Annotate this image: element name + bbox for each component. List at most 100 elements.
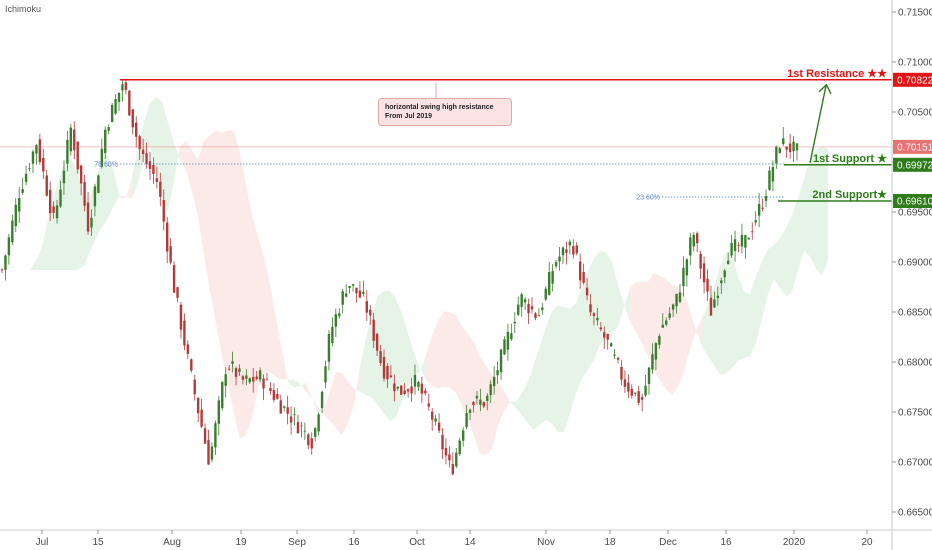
cloud-segment xyxy=(390,290,396,422)
candle-body xyxy=(616,357,620,360)
cloud-segment xyxy=(690,311,696,349)
time-tick-label: Dec xyxy=(659,537,677,548)
candle-body xyxy=(530,306,534,310)
resistance-price-tag-text: 0.70822 xyxy=(897,75,932,86)
cloud-segment xyxy=(246,185,252,436)
candle-body xyxy=(778,148,781,153)
time-tick-label: 18 xyxy=(604,537,616,548)
candle-body xyxy=(441,434,444,450)
cloud-segment xyxy=(258,236,264,388)
candle-body xyxy=(637,391,640,403)
candle-body xyxy=(31,151,35,164)
cloud-segment xyxy=(78,171,84,270)
candle-body xyxy=(744,235,747,248)
cloud-segment xyxy=(162,101,168,212)
cloud-segment xyxy=(324,390,330,422)
candle-body xyxy=(430,411,434,420)
candle-body xyxy=(561,247,565,256)
candle-body xyxy=(513,321,516,324)
fib-786-label: 78.60% xyxy=(94,162,118,169)
candle-body xyxy=(444,448,448,456)
candle-body xyxy=(678,292,682,302)
candle-body xyxy=(224,374,227,386)
candle-body xyxy=(293,414,296,416)
candle-body xyxy=(79,165,83,184)
candle-body xyxy=(35,145,38,154)
candle-body xyxy=(527,303,530,314)
candle-body xyxy=(104,129,107,154)
cloud-segment xyxy=(60,158,66,270)
cloud-segment xyxy=(198,140,204,255)
candle-body xyxy=(358,290,362,298)
price-tick-label: 0.70500 xyxy=(898,108,932,119)
candle-body xyxy=(544,288,547,300)
candle-body xyxy=(296,422,300,434)
candle-body xyxy=(207,440,210,465)
candle-body xyxy=(214,423,217,448)
candle-body xyxy=(589,304,592,313)
candle-body xyxy=(603,332,606,338)
candle-body xyxy=(558,256,561,262)
candle-body xyxy=(651,354,654,370)
candle-body xyxy=(609,343,613,347)
support-2-price-tag-text: 0.69610 xyxy=(897,197,932,208)
cloud-segment xyxy=(444,311,450,388)
candle-body xyxy=(706,278,709,292)
candle-body xyxy=(523,299,527,303)
candle-body xyxy=(644,385,647,396)
support-1-price-tag-text: 0.69972 xyxy=(897,160,932,171)
cloud-segment xyxy=(276,317,282,380)
cloud-segment xyxy=(654,272,660,381)
candle-body xyxy=(382,356,386,379)
cloud-segment xyxy=(408,332,414,386)
candle-body xyxy=(159,181,162,197)
candle-body xyxy=(186,344,190,354)
candle-body xyxy=(654,343,658,360)
candle-body xyxy=(400,385,403,395)
cloud-segment xyxy=(600,250,606,345)
candle-body xyxy=(172,265,176,293)
cloud-segment xyxy=(330,372,336,429)
price-tick-label: 0.71000 xyxy=(898,58,932,69)
cloud-segment xyxy=(606,253,612,339)
candle-body xyxy=(713,299,716,308)
candle-body xyxy=(675,293,678,307)
projection-arrow-shaft xyxy=(809,85,827,163)
time-tick-label: Sep xyxy=(288,537,306,548)
candle-body xyxy=(334,314,338,327)
cloud-segment xyxy=(138,121,144,183)
candle-body xyxy=(279,400,282,414)
candle-body xyxy=(14,204,17,227)
candle-body xyxy=(289,416,293,423)
candle-body xyxy=(465,413,468,428)
candle-body xyxy=(227,368,231,370)
fib-236-label: 23.60% xyxy=(636,195,660,202)
candle-body xyxy=(775,146,778,164)
candle-body xyxy=(320,391,324,409)
candle-body xyxy=(757,204,761,216)
support-2-label: 2nd Support★ xyxy=(812,189,887,201)
candle-body xyxy=(754,220,757,223)
candle-body xyxy=(114,99,117,114)
cloud-segment xyxy=(180,140,186,171)
candle-body xyxy=(62,170,66,184)
candle-body xyxy=(733,239,737,251)
candle-body xyxy=(486,395,489,401)
candle-body xyxy=(751,231,754,233)
candle-body xyxy=(747,238,751,240)
candle-body xyxy=(362,291,365,294)
candle-body xyxy=(303,430,307,432)
candle-body xyxy=(155,178,159,182)
candle-body xyxy=(141,149,145,155)
cloud-segment xyxy=(714,265,720,375)
candle-body xyxy=(241,376,245,380)
resistance-callout: horizontal swing high resistance From Ju… xyxy=(378,98,512,126)
candle-body xyxy=(52,206,55,213)
candle-body xyxy=(541,307,544,310)
candle-body xyxy=(255,376,258,380)
candle-body xyxy=(434,418,437,422)
cloud-segment xyxy=(264,257,270,374)
cloud-segment xyxy=(36,247,42,270)
time-tick-label: Oct xyxy=(409,537,425,548)
